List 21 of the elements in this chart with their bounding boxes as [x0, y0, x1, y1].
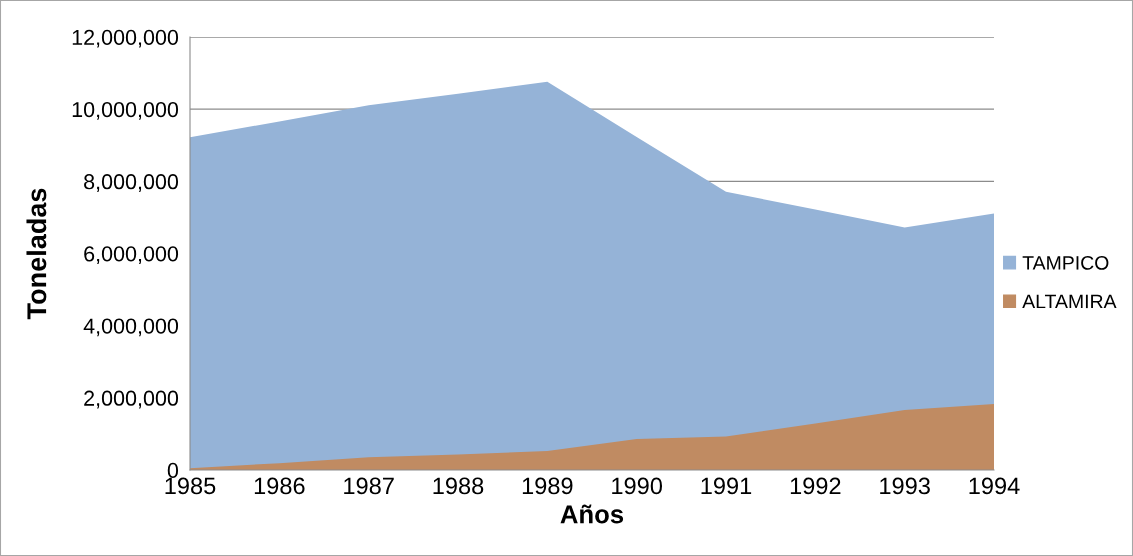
x-tick-label: 1991 — [701, 477, 752, 495]
x-axis-title: Años — [560, 504, 624, 524]
x-tick-label: 1988 — [433, 477, 484, 495]
x-tick-label: 1993 — [880, 477, 930, 495]
y-tick-label: 12,000,000 — [72, 29, 179, 48]
x-tick-label: 1994 — [969, 477, 1020, 495]
y-tick-label: 0 — [167, 462, 179, 479]
y-tick-label: 10,000,000 — [72, 101, 179, 120]
x-tick-label: 1990 — [612, 477, 663, 495]
x-tick-label: 1986 — [254, 477, 305, 495]
x-tick-label: 1992 — [790, 477, 841, 495]
y-tick-label: 4,000,000 — [83, 318, 179, 337]
y-tick-label: 8,000,000 — [84, 174, 179, 192]
y-tick-label: 6,000,000 — [84, 246, 179, 265]
y-tick-label: 2,000,000 — [84, 390, 179, 409]
legend-label: ALTAMIRA — [1022, 294, 1117, 309]
x-tick-label: 1985 — [165, 477, 216, 495]
y-axis-title: Toneladas — [26, 188, 47, 320]
x-tick-label: 1989 — [522, 477, 573, 495]
legend-label: TAMPICO — [1022, 255, 1109, 270]
x-tick-label: 1987 — [344, 477, 394, 495]
